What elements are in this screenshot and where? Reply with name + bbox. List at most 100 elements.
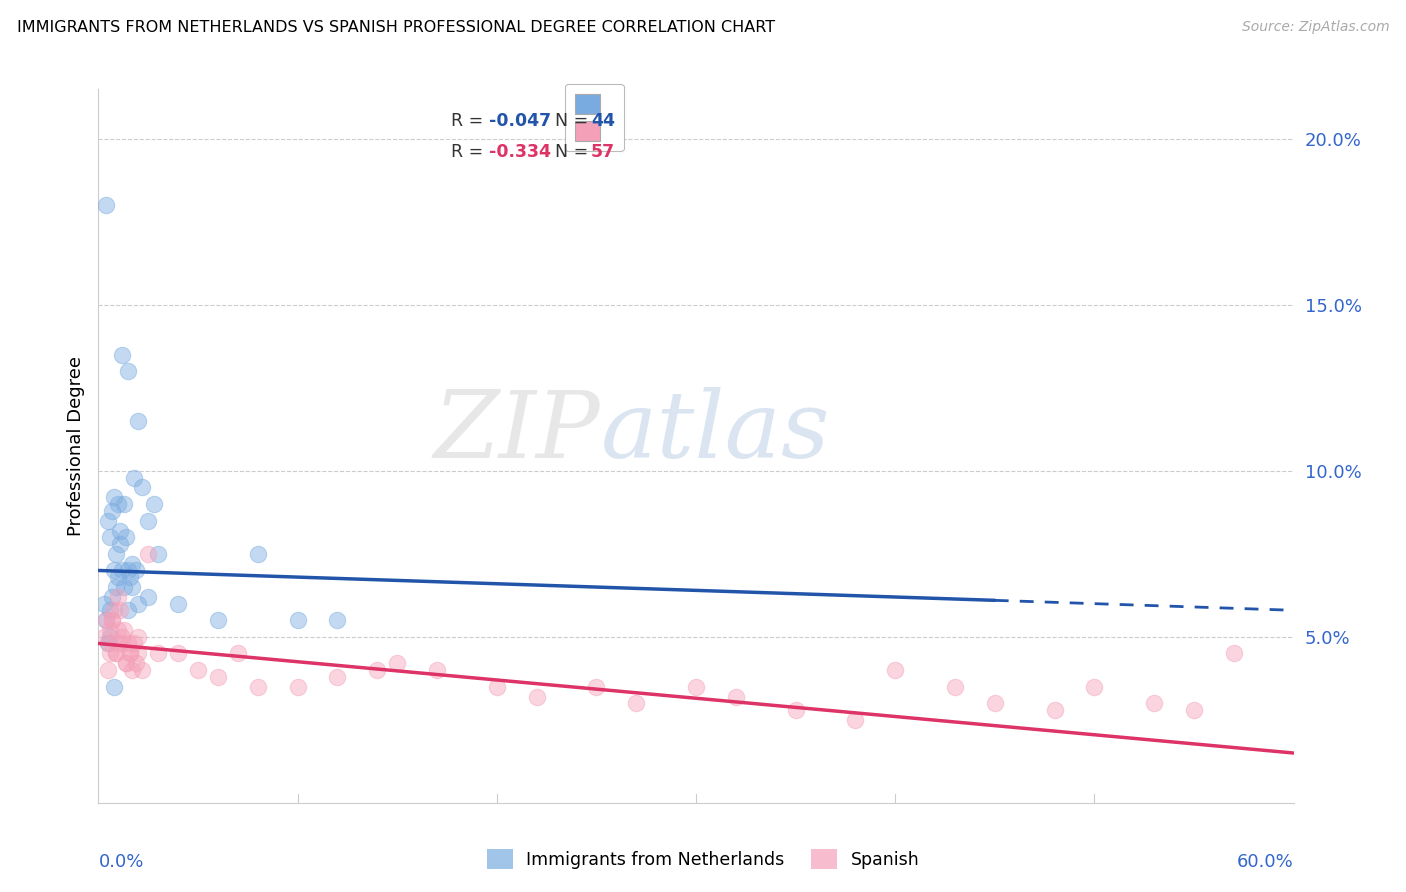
Point [246,680,269,694]
Point [93,597,115,611]
Text: IMMIGRANTS FROM NETHERLANDS VS SPANISH PROFESSIONAL DEGREE CORRELATION CHART: IMMIGRANTS FROM NETHERLANDS VS SPANISH P… [17,20,775,35]
Point [110,524,132,538]
Point [125,564,148,578]
Point [97,514,120,528]
Point [984,696,1007,710]
Text: N =: N = [544,112,593,130]
Point [884,663,907,677]
Point [101,613,124,627]
Point [127,630,149,644]
Point [107,624,129,638]
Text: atlas: atlas [600,387,830,476]
Point [326,670,349,684]
Y-axis label: Professional Degree: Professional Degree [66,356,84,536]
Point [187,663,209,677]
Text: 0.0%: 0.0% [98,853,143,871]
Point [226,647,249,661]
Point [98,647,122,661]
Point [103,564,125,578]
Point [1043,703,1066,717]
Point [426,663,449,677]
Point [101,590,124,604]
Point [97,636,120,650]
Point [485,680,508,694]
Point [117,564,139,578]
Point [724,690,747,704]
Legend: , : , [565,84,624,152]
Point [112,624,135,638]
Point [117,636,139,650]
Point [96,613,118,627]
Point [385,657,409,671]
Point [93,630,115,644]
Point [120,647,142,661]
Point [127,597,149,611]
Point [115,657,138,671]
Point [105,647,128,661]
Point [101,613,124,627]
Point [585,680,607,694]
Point [112,580,135,594]
Point [1083,680,1105,694]
Point [287,613,309,627]
Text: N =: N = [544,143,593,161]
Point [105,647,128,661]
Point [626,696,648,710]
Point [107,590,129,604]
Point [103,491,125,505]
Point [96,198,118,212]
Text: ZIP: ZIP [433,387,600,476]
Point [105,580,128,594]
Point [111,636,134,650]
Point [111,564,134,578]
Point [131,481,153,495]
Point [131,663,153,677]
Point [207,670,229,684]
Point [943,680,966,694]
Legend: Immigrants from Netherlands, Spanish: Immigrants from Netherlands, Spanish [479,842,927,876]
Point [1223,647,1246,661]
Text: 60.0%: 60.0% [1237,853,1294,871]
Point [124,636,146,650]
Point [136,547,159,561]
Point [148,647,170,661]
Text: -0.047: -0.047 [489,112,551,130]
Point [107,570,129,584]
Point [136,514,159,528]
Text: R =: R = [451,143,489,161]
Point [246,547,269,561]
Point [98,603,122,617]
Point [127,647,149,661]
Text: -0.334: -0.334 [489,143,551,161]
Point [115,657,138,671]
Point [124,470,146,484]
Point [103,680,125,694]
Point [98,630,122,644]
Point [97,636,120,650]
Point [526,690,548,704]
Point [125,657,148,671]
Point [785,703,807,717]
Point [121,663,143,677]
Point [103,603,125,617]
Point [121,557,143,571]
Point [111,630,134,644]
Point [112,497,135,511]
Point [105,547,128,561]
Point [148,547,170,561]
Point [101,504,124,518]
Text: R =: R = [451,112,489,130]
Point [120,570,142,584]
Point [844,713,866,727]
Point [685,680,707,694]
Text: 44: 44 [591,112,614,130]
Point [117,364,139,378]
Point [167,647,190,661]
Point [207,613,229,627]
Point [115,530,138,544]
Point [107,497,129,511]
Point [127,414,149,428]
Point [117,603,139,617]
Point [287,680,309,694]
Point [107,636,129,650]
